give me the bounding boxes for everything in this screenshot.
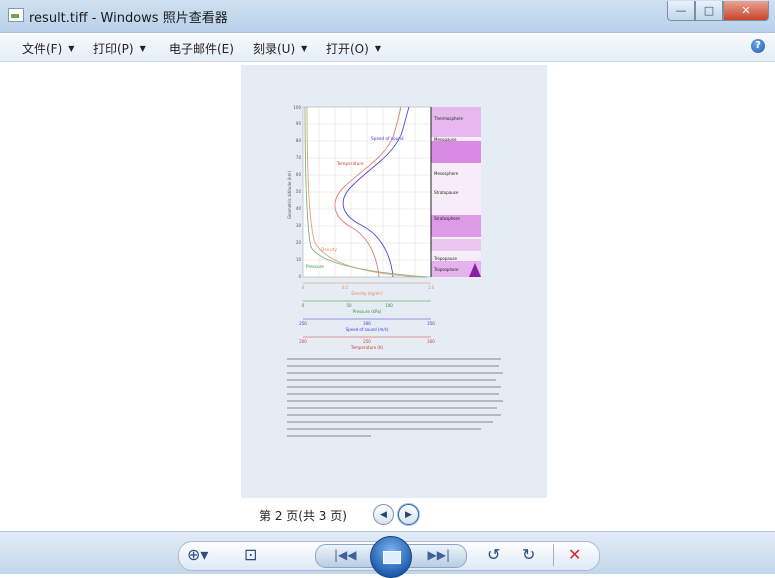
delete-icon[interactable]: ✕: [568, 545, 582, 564]
menu-file-label: 文件(F): [22, 42, 63, 56]
thermosphere-band: [431, 107, 481, 137]
title-bar: result.tiff - Windows 照片查看器 — □ ✕: [0, 0, 775, 33]
chevron-down-icon: ▼: [374, 44, 381, 53]
document-page: 0 10 20 30 40 50 60 70 80 90 100 Geometr…: [241, 65, 547, 498]
slideshow-icon: [383, 551, 401, 564]
pressure-curve: [304, 106, 428, 278]
troposphere-label: Troposphere: [433, 267, 459, 272]
mountain-icon: [469, 263, 481, 277]
window-controls: — □ ✕: [667, 1, 769, 21]
document-page-image: 0 10 20 30 40 50 60 70 80 90 100 Geometr…: [287, 105, 503, 437]
photo-viewer-app-icon: [8, 8, 24, 22]
menu-print-label: 打印(P): [93, 42, 134, 56]
chart-gridlines: [303, 107, 431, 277]
secondary-axes: 0 0.5 1.0 Density (kg/m³) 0 50 100 Press…: [299, 282, 435, 350]
mesosphere-label: Mesosphere: [434, 171, 459, 176]
page-navigation-bar: 第 2 页(共 3 页) ◀ ▶: [0, 500, 775, 530]
speed-of-sound-curve: [342, 106, 410, 278]
help-icon[interactable]: ?: [751, 39, 765, 53]
density-axis-label: Density (kg/m³): [351, 291, 383, 296]
bottom-toolbar: ⊕▾ ⊡ |◀◀ ▶▶| ↺ ↻ ✕: [0, 531, 775, 578]
density-axis-tick: 0.5: [342, 285, 349, 290]
y-tick: 60: [296, 172, 302, 177]
tropopause-label: Tropopause: [433, 256, 457, 261]
toolbar-separator: [553, 544, 554, 566]
temperature-curve: [334, 106, 402, 278]
menu-burn-label: 刻录(U): [253, 42, 296, 56]
stratosphere-band: [431, 215, 481, 237]
slideshow-button[interactable]: [370, 536, 412, 578]
previous-page-button[interactable]: ◀: [373, 504, 394, 525]
actual-size-icon[interactable]: ⊡: [244, 545, 258, 564]
chevron-down-icon: ▼: [68, 44, 75, 53]
stratopause-label: Stratopause: [434, 190, 459, 195]
ozone-band: [431, 239, 481, 251]
menu-print[interactable]: 打印(P) ▼: [93, 40, 146, 57]
y-tick: 0: [298, 274, 301, 279]
pressure-label: Pressure: [306, 264, 324, 269]
menu-open-label: 打开(O): [326, 42, 369, 56]
temperature-axis-tick: 300: [427, 339, 435, 344]
y-tick: 10: [296, 257, 302, 262]
chevron-down-icon: ▼: [139, 44, 146, 53]
speed-of-sound-label: Speed of sound: [371, 136, 404, 141]
next-page-button[interactable]: ▶: [398, 504, 419, 525]
y-tick: 70: [296, 155, 302, 160]
curve-labels: Speed of sound Temperature Density Press…: [306, 136, 404, 269]
y-tick: 50: [296, 189, 302, 194]
temperature-axis-tick: 250: [363, 339, 371, 344]
menu-open[interactable]: 打开(O) ▼: [326, 40, 381, 57]
menu-bar: 文件(F) ▼ 打印(P) ▼ 电子邮件(E) 刻录(U) ▼ 打开(O) ▼ ?: [0, 33, 775, 62]
y-axis-label: Geometric altitude (km): [287, 171, 292, 220]
y-tick: 20: [296, 240, 302, 245]
pressure-axis-tick: 50: [346, 303, 352, 308]
mesopause-band: [431, 141, 481, 163]
y-axis-ticks: 0 10 20 30 40 50 60 70 80 90 100: [293, 105, 301, 279]
menu-burn[interactable]: 刻录(U) ▼: [253, 40, 307, 57]
zoom-icon[interactable]: ⊕▾: [187, 545, 209, 564]
body-text-block: [287, 358, 503, 437]
page-status-text: 第 2 页(共 3 页): [259, 509, 347, 523]
troposphere-band: [431, 261, 481, 277]
y-tick: 80: [296, 138, 302, 143]
pressure-axis-tick: 0: [302, 303, 305, 308]
menu-email[interactable]: 电子邮件(E): [169, 40, 234, 57]
layer-labels: Thermosphere Mesopause Mesosphere Strato…: [433, 116, 464, 272]
y-tick: 40: [296, 206, 302, 211]
thermosphere-label: Thermosphere: [433, 116, 464, 121]
density-label: Density: [321, 247, 337, 252]
speed-axis-tick: 350: [427, 321, 435, 326]
temperature-axis-tick: 200: [299, 339, 307, 344]
close-button[interactable]: ✕: [723, 1, 769, 21]
chevron-down-icon: ▼: [301, 44, 308, 53]
y-tick: 30: [296, 223, 302, 228]
stratosphere-label: Stratosphere: [434, 216, 460, 221]
rotate-clockwise-icon[interactable]: ↻: [522, 545, 536, 564]
maximize-button[interactable]: □: [695, 1, 723, 21]
window-title: result.tiff - Windows 照片查看器: [29, 11, 228, 26]
menu-email-label: 电子邮件(E): [169, 42, 234, 56]
pressure-axis-label: Pressure (kPa): [353, 309, 382, 314]
speed-axis-tick: 250: [299, 321, 307, 326]
pressure-axis-tick: 100: [385, 303, 393, 308]
image-viewer-area: 0 10 20 30 40 50 60 70 80 90 100 Geometr…: [0, 62, 775, 500]
y-tick: 100: [293, 105, 301, 110]
menu-file[interactable]: 文件(F) ▼: [22, 40, 74, 57]
rotate-counterclockwise-icon[interactable]: ↺: [487, 545, 501, 564]
mesopause-label: Mesopause: [434, 137, 457, 142]
density-axis-tick: 0: [302, 285, 305, 290]
speed-axis-label: Speed of sound (m/s): [346, 327, 389, 332]
y-tick: 90: [296, 121, 302, 126]
minimize-button[interactable]: —: [667, 1, 695, 21]
density-axis-tick: 1.0: [428, 285, 435, 290]
speed-axis-tick: 300: [363, 321, 371, 326]
temperature-axis-label: Temperature (K): [350, 345, 384, 350]
next-image-icon[interactable]: ▶▶|: [427, 548, 451, 562]
previous-image-icon[interactable]: |◀◀: [334, 548, 357, 562]
temperature-label: Temperature: [336, 161, 364, 166]
density-curve: [306, 106, 418, 278]
